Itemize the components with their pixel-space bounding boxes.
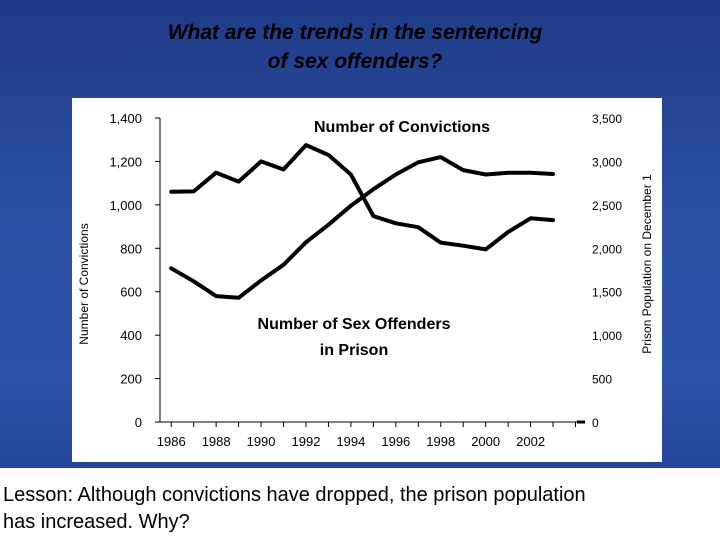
slide-title: What are the trends in the sentencing of… bbox=[0, 18, 710, 76]
y-right-axis-title: Prison Population on December 1 bbox=[640, 174, 654, 354]
y-right-tick-label: 2,000 bbox=[592, 242, 622, 256]
x-tick-label: 1986 bbox=[157, 434, 186, 449]
prison-label-line: in Prison bbox=[320, 342, 388, 359]
y-right-tick-label: 2,500 bbox=[592, 199, 622, 213]
x-tick-label: 2000 bbox=[471, 434, 500, 449]
x-tick-label: 1996 bbox=[381, 434, 410, 449]
y-left-tick-label: 600 bbox=[120, 285, 142, 300]
x-tick-label: 1992 bbox=[292, 434, 321, 449]
chart-panel: 0 200 400 600 800 1,000 1,200 1,400 0 500 1,000 1,5… bbox=[72, 98, 662, 462]
y-left-tick-label: 400 bbox=[120, 328, 142, 343]
x-tick-label: 1998 bbox=[426, 434, 455, 449]
y-right-tick-label: 0 bbox=[592, 416, 599, 430]
y-left-tick-label: 0 bbox=[135, 415, 142, 430]
lesson-text-line-1: Lesson: Although convictions have droppe… bbox=[3, 484, 586, 506]
convictions-label-line: Number of Convictions bbox=[314, 119, 490, 136]
y-left-tick-label: 1,000 bbox=[109, 198, 142, 213]
slide-title-line-1: What are the trends in the sentencing bbox=[167, 21, 543, 44]
prison-series-label: Number of Sex Offenders in Prison bbox=[258, 316, 451, 359]
prison-label-line: Number of Sex Offenders bbox=[258, 316, 451, 333]
y-left-axis-title: Number of Convictions bbox=[77, 223, 91, 344]
y-right-tick-label: 3,500 bbox=[592, 112, 622, 126]
line-chart: 0 200 400 600 800 1,000 1,200 1,400 0 500 1,000 1,5… bbox=[77, 111, 654, 449]
x-tick-label: 1990 bbox=[247, 434, 276, 449]
y-right-tick-label: 1,500 bbox=[592, 286, 622, 300]
series-line-prison bbox=[169, 155, 555, 300]
x-tick-label: 1994 bbox=[336, 434, 365, 449]
y-right-tick-label: 3,000 bbox=[592, 155, 622, 169]
y-right-tick-label: 1,000 bbox=[592, 329, 622, 343]
x-tick-label: 2002 bbox=[516, 434, 545, 449]
y-left-tick-label: 1,200 bbox=[109, 154, 142, 169]
lesson-text-line-2: has increased. Why? bbox=[3, 511, 190, 533]
y-right-tick-label: 500 bbox=[592, 373, 612, 387]
y-left-tick-label: 1,400 bbox=[109, 111, 142, 126]
slide-title-line-2: of sex offenders? bbox=[267, 50, 443, 73]
y-left-tick-label: 800 bbox=[120, 241, 142, 256]
lesson-box: Lesson: Although convictions have droppe… bbox=[0, 468, 720, 540]
y-left-tick-label: 200 bbox=[120, 372, 142, 387]
convictions-series-label: Number of Convictions bbox=[314, 119, 490, 136]
x-tick-label: 1988 bbox=[202, 434, 231, 449]
